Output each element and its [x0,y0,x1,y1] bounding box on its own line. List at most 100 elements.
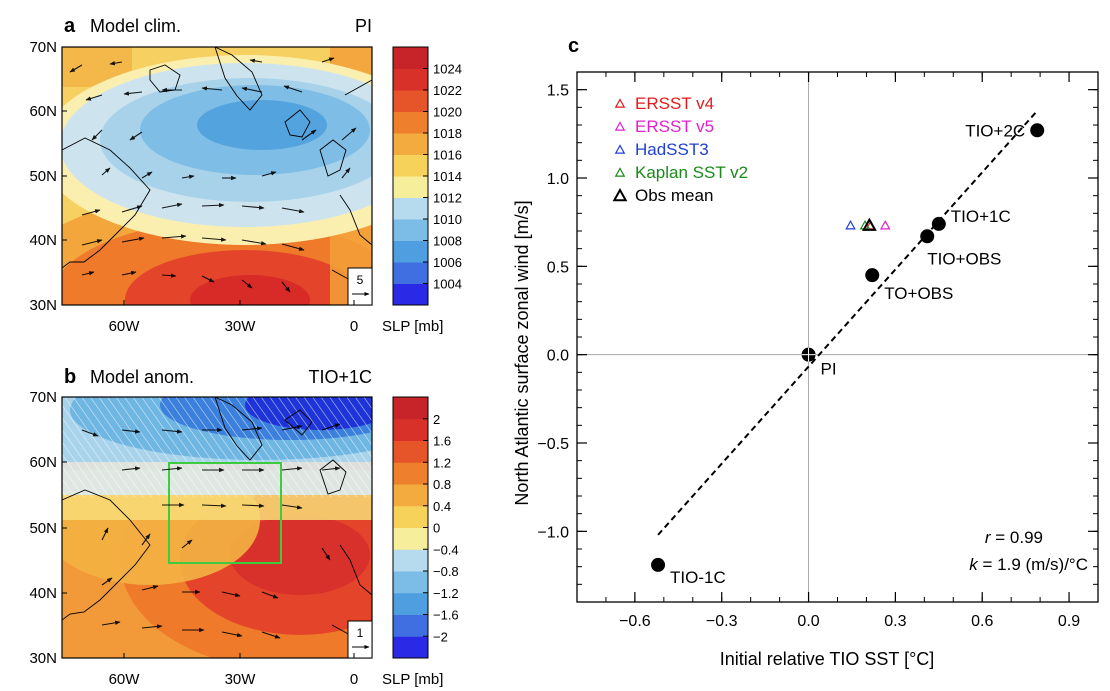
obs-point [861,217,877,231]
x-tick-label: −0.3 [706,613,738,630]
colorbar-swatch [393,240,428,263]
x-tick-label: 0.9 [1058,613,1080,630]
colorbar-swatch [393,197,428,220]
legend-marker [612,187,628,202]
y-tick-label: 0.0 [547,348,569,365]
legend-label: Kaplan SST v2 [635,163,748,182]
obs-point [845,219,856,230]
colorbar-tick-label: −0.4 [433,542,459,557]
panel-a-colorbar-label: SLP [mb] [382,318,443,335]
colorbar-swatch [393,176,428,198]
colorbar-swatch [393,90,428,112]
panel-c-letter: c [568,35,579,57]
x-tick-label: 0.0 [797,613,819,630]
panel-a-slp-field [62,47,372,305]
model-point [865,268,880,283]
stat-correlation: r = 0.99 [985,528,1043,547]
model-point [920,229,935,244]
legend-label: ERSST v4 [635,94,714,113]
colorbar-tick-label: −0.8 [433,564,459,579]
panel-b: b Model anom. TIO+1C [29,366,459,688]
colorbar-tick-label: 1004 [433,277,462,292]
legend: ERSST v4 ERSST v5 HadSST3 Kaplan SST v2 Obs … [612,94,748,205]
colorbar-swatch [393,440,428,463]
panel-a-xtick: 60W [109,318,141,335]
x-tick-label: −0.6 [619,613,651,630]
colorbar-tick-label: 1010 [433,212,462,227]
model-point-label: TIO+OBS [927,249,1001,268]
colorbar-swatch [393,571,428,594]
panel-b-ytick: 40N [29,585,57,602]
panel-a-vector-key-label: 5 [357,273,364,287]
panel-b-title: Model anom. [90,367,194,387]
panel-b-letter: b [64,366,76,388]
panel-b-averaging-box [168,462,282,564]
colorbar-tick-label: 1016 [433,148,462,163]
panel-b-slp-anomaly-field [62,397,372,658]
stat-slope: k = 1.9 (m/s)/°C [969,555,1088,574]
colorbar-swatch [393,133,428,155]
colorbar-tick-label: 1014 [433,169,462,184]
panel-b-vector-key: 1 [347,620,373,659]
obs-point [879,219,891,230]
panel-a: a Model clim. PI [29,15,462,335]
panel-b-ytick: 70N [29,389,57,406]
colorbar-swatch [393,636,428,659]
panel-b-ytick: 60N [29,454,57,471]
colorbar-tick-label: 1.6 [433,434,451,449]
colorbar-swatch [393,592,428,615]
regression-line [657,110,1038,536]
colorbar-swatch [393,154,428,177]
colorbar-swatch [393,527,428,550]
panel-b-vector-key-label: 1 [357,626,364,640]
y-tick-label: 1.5 [547,83,569,100]
legend-marker [614,167,626,177]
panel-a-case-label: PI [355,16,372,36]
legend-label: HadSST3 [635,140,709,159]
colorbar-tick-label: 1006 [433,255,462,270]
colorbar-tick-label: 1024 [433,62,462,77]
colorbar-tick-label: 1020 [433,105,462,120]
panel-a-title: Model clim. [90,16,181,36]
model-point-label: TIO-1C [670,568,726,587]
colorbar-tick-label: 1018 [433,126,462,141]
model-point-label: TIO+1C [951,207,1011,226]
colorbar-tick-label: 2 [433,412,440,427]
panel-a-letter: a [64,15,76,37]
panel-c-ylabel: North Atlantic surface zonal wind [m/s] [512,200,532,505]
panel-a-colorbar: 1004 1006 1008 1010 1012 1014 1016 1018 1020 1022… [392,46,462,306]
colorbar-swatch [393,283,428,306]
panel-a-ytick: 50N [29,168,57,185]
colorbar-tick-label: 0 [433,521,440,536]
colorbar-swatch [393,484,428,507]
legend-label: Obs mean [635,186,713,205]
colorbar-tick-label: 1012 [433,191,462,206]
panel-c-scatter-plot: −0.6 −0.3 0.0 0.3 0.6 0.9 −1.0 −0.5 0.0 0.5 1.0 1.5… [537,71,1099,630]
panel-b-colorbar: −2 −1.6 −1.2 −0.8 −0.4 0 0.4 0.8 1.2 1.6 2 [392,396,459,659]
colorbar-tick-label: −2 [433,629,448,644]
colorbar-tick-label: −1.6 [433,608,459,623]
panel-c: c North Atlantic surface zonal wind [m/s… [512,35,1099,669]
panel-b-xtick: 60W [109,671,141,688]
colorbar-swatch [393,549,428,572]
model-point [931,216,946,231]
y-tick-label: 1.0 [547,171,569,188]
colorbar-swatch [393,68,428,91]
panel-c-xlabel: Initial relative TIO SST [°C] [720,649,935,669]
panel-b-ytick: 30N [29,650,57,667]
colorbar-swatch [393,111,428,134]
y-tick-label: 0.5 [547,259,569,276]
colorbar-swatch [393,262,428,284]
panel-a-ytick: 60N [29,103,57,120]
colorbar-swatch [393,219,428,241]
panel-a-ytick: 30N [29,297,57,314]
colorbar-tick-label: 1022 [433,83,462,98]
legend-marker [614,121,626,131]
panel-b-colorbar-label: SLP [mb] [382,671,443,688]
colorbar-tick-label: 0.8 [433,477,451,492]
legend-marker [614,98,626,108]
colorbar-tick-label: −1.2 [433,586,459,601]
panel-a-ticks [62,46,355,306]
model-point-label: PI [821,360,837,379]
